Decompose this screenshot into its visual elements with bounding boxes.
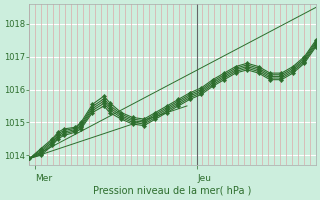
X-axis label: Pression niveau de la mer( hPa ): Pression niveau de la mer( hPa ) <box>93 186 252 196</box>
